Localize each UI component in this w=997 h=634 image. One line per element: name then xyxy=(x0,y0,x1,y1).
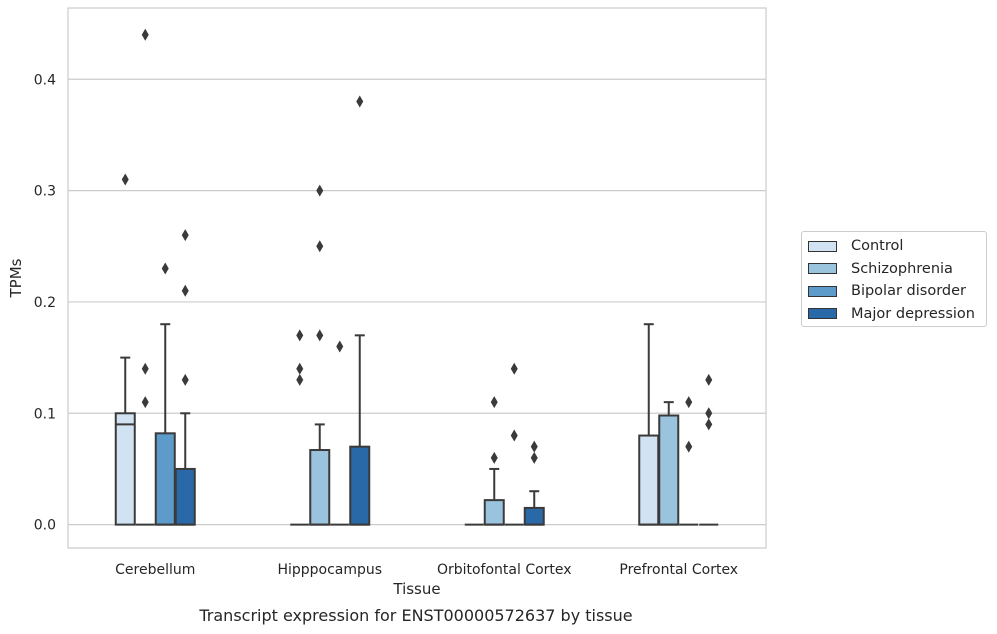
x-axis-label: Tissue xyxy=(392,580,440,598)
outlier-point xyxy=(705,418,713,431)
y-tick-labels: 0.0 0.1 0.2 0.3 0.4 xyxy=(34,72,56,533)
box-group xyxy=(135,28,155,526)
y-tick-label: 0.2 xyxy=(34,295,56,311)
legend-label: Bipolar disorder xyxy=(851,283,966,300)
outlier-point xyxy=(316,240,324,253)
box xyxy=(658,414,680,526)
outlier-point xyxy=(141,396,149,409)
outlier-point xyxy=(141,362,149,375)
legend-item-bipolar-disorder: Bipolar disorder xyxy=(808,280,986,303)
box xyxy=(349,445,371,526)
outlier-point xyxy=(490,396,498,409)
box xyxy=(114,412,136,526)
y-tick-label: 0.4 xyxy=(34,72,56,88)
x-tick-labels: Cerebellum Hipppocampus Orbitofontal Corte… xyxy=(115,562,738,578)
outlier-point xyxy=(705,407,713,420)
box-group xyxy=(483,396,505,526)
legend-label: Major depression xyxy=(851,305,975,322)
outlier-point xyxy=(530,440,538,453)
outlier-point xyxy=(161,262,169,275)
outlier-point xyxy=(316,184,324,197)
legend: Control Schizophrenia Bipolar disorder M… xyxy=(801,231,987,327)
box-group xyxy=(114,173,136,526)
box-group xyxy=(330,340,350,526)
legend-swatch xyxy=(808,240,837,252)
box-group xyxy=(349,95,371,526)
legend-label: Schizophrenia xyxy=(851,260,953,277)
legend-swatch xyxy=(808,263,837,275)
x-tick-label: Hipppocampus xyxy=(277,562,382,578)
box-group xyxy=(638,323,660,526)
chart-caption: Transcript expression for ENST0000057263… xyxy=(199,606,633,625)
outlier-point xyxy=(296,362,304,375)
outlier-point xyxy=(510,362,518,375)
box xyxy=(638,434,660,526)
y-tick-label: 0.3 xyxy=(34,184,56,200)
box xyxy=(154,432,176,526)
outlier-point xyxy=(316,329,324,342)
outlier-point xyxy=(296,373,304,386)
box xyxy=(309,449,331,526)
boxes xyxy=(114,28,719,526)
box-group xyxy=(658,401,680,526)
legend-item-major-depression: Major depression xyxy=(808,303,986,326)
outlier-point xyxy=(356,95,364,108)
y-tick-label: 0.0 xyxy=(34,518,56,534)
legend-item-control: Control xyxy=(808,235,986,258)
box xyxy=(483,499,505,526)
legend-item-schizophrenia: Schizophrenia xyxy=(808,258,986,281)
outlier-point xyxy=(141,28,149,41)
outlier-point xyxy=(336,340,344,353)
box-group xyxy=(679,396,699,526)
box xyxy=(523,506,545,526)
box-group xyxy=(290,329,310,526)
legend-label: Control xyxy=(851,238,904,255)
outlier-point xyxy=(685,396,693,409)
y-axis-label: TPMs xyxy=(7,258,25,298)
outlier-point xyxy=(181,373,189,386)
box-group xyxy=(699,373,719,526)
box-group xyxy=(154,262,176,526)
outlier-point xyxy=(121,173,129,186)
outlier-point xyxy=(705,373,713,386)
outlier-point xyxy=(685,440,693,453)
outlier-point xyxy=(530,451,538,464)
x-tick-label: Cerebellum xyxy=(115,562,195,578)
outlier-point xyxy=(510,429,518,442)
x-tick-label: Orbitofontal Cortex xyxy=(437,562,572,578)
legend-swatch xyxy=(808,285,837,297)
outlier-point xyxy=(296,329,304,342)
box-group xyxy=(504,362,524,526)
legend-swatch xyxy=(808,308,837,320)
box-group xyxy=(174,229,196,526)
x-tick-label: Prefrontal Cortex xyxy=(619,562,738,578)
box xyxy=(174,467,196,526)
outlier-point xyxy=(181,284,189,297)
outlier-point xyxy=(490,451,498,464)
y-tick-label: 0.1 xyxy=(34,406,56,422)
outlier-point xyxy=(181,229,189,242)
box-group xyxy=(523,440,545,526)
box-group xyxy=(309,184,331,526)
